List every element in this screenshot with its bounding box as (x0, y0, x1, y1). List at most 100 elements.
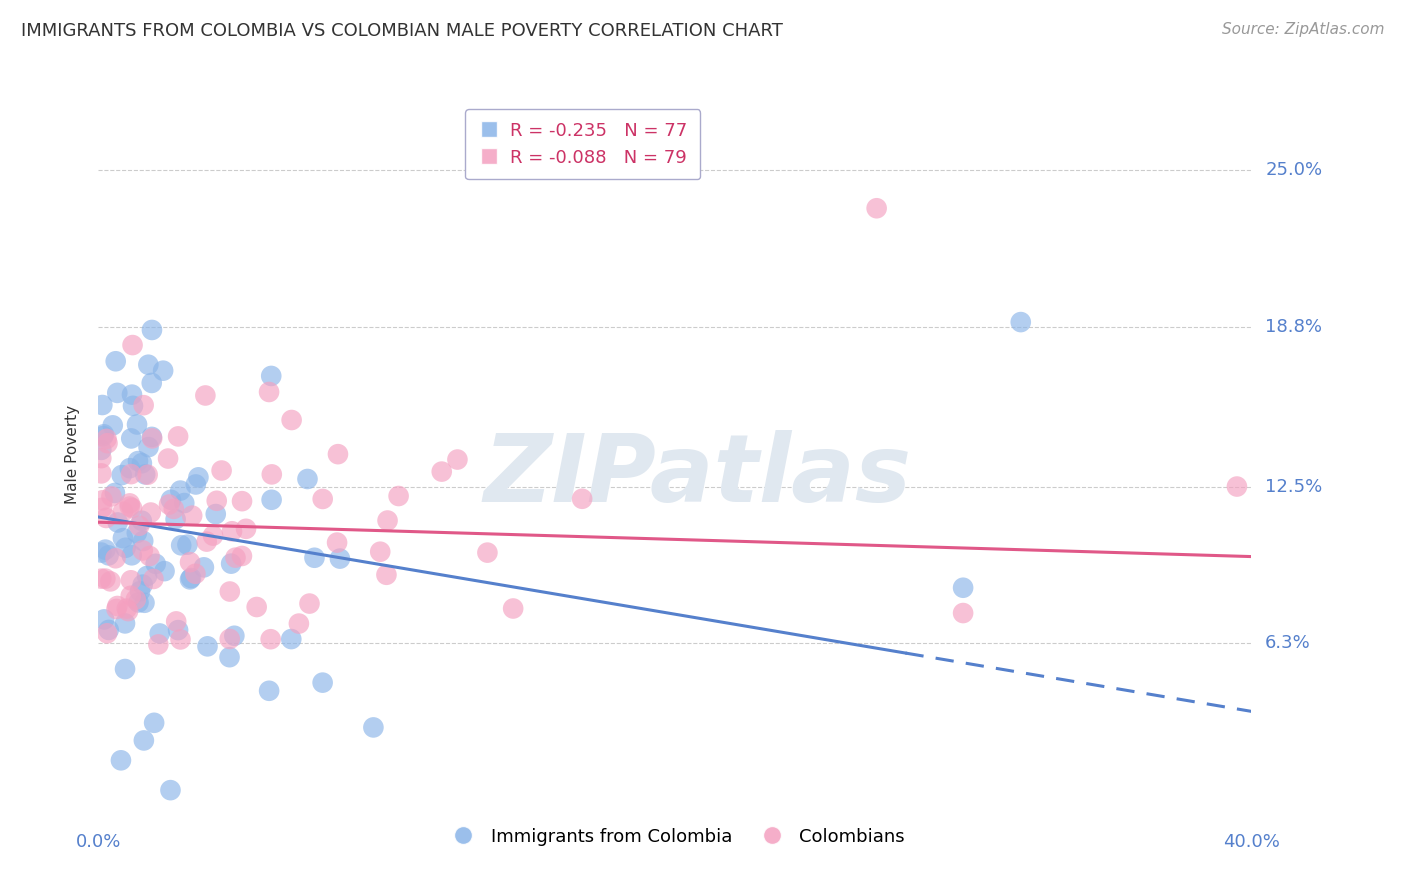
Point (122, 399, 145, 413)
Point (235, 522, 257, 536)
Point (121, 338, 143, 352)
Point (97, 623, 120, 637)
Point (114, 541, 136, 555)
Point (165, 615, 187, 629)
Point (120, 589, 142, 603)
Point (90, 451, 112, 466)
Point (107, 516, 129, 530)
Point (141, 431, 163, 445)
Point (100, 574, 122, 589)
Point (167, 429, 190, 443)
Point (138, 358, 160, 372)
Point (502, 601, 524, 615)
Point (90, 572, 112, 586)
Point (91, 500, 114, 515)
Point (121, 549, 143, 563)
Point (430, 465, 453, 479)
Point (141, 376, 163, 390)
Point (136, 467, 159, 482)
Point (100, 489, 122, 503)
Point (160, 492, 183, 507)
Point (288, 616, 311, 631)
Point (205, 493, 228, 508)
Point (167, 623, 190, 637)
Point (132, 534, 155, 549)
Point (125, 417, 148, 432)
Text: Source: ZipAtlas.com: Source: ZipAtlas.com (1222, 22, 1385, 37)
Point (138, 549, 160, 563)
Point (224, 550, 246, 565)
Point (110, 753, 132, 767)
Point (134, 596, 156, 610)
Point (97, 549, 120, 563)
Point (204, 507, 226, 521)
Point (246, 600, 269, 615)
Point (1226, 479, 1249, 493)
Point (221, 524, 243, 539)
Point (138, 440, 160, 454)
Point (257, 683, 280, 698)
Point (90, 442, 112, 457)
Point (1298, 636, 1320, 650)
Point (377, 514, 399, 528)
Point (118, 500, 141, 514)
Point (94, 572, 117, 586)
Point (159, 783, 181, 797)
Point (142, 572, 165, 586)
Point (181, 508, 204, 523)
Point (143, 715, 166, 730)
Point (170, 538, 193, 552)
Point (93, 612, 115, 626)
Point (111, 505, 134, 519)
Point (104, 551, 127, 566)
Point (132, 733, 155, 747)
Point (125, 525, 148, 540)
Point (111, 468, 134, 483)
Point (125, 592, 148, 607)
Point (104, 486, 127, 500)
Point (132, 543, 155, 558)
Point (197, 640, 219, 654)
Point (952, 581, 974, 595)
Point (280, 632, 302, 646)
Point (129, 584, 152, 599)
Point (326, 447, 349, 461)
Point (94, 542, 117, 557)
Text: 12.5%: 12.5% (1265, 477, 1323, 496)
Point (134, 467, 156, 482)
Y-axis label: Male Poverty: Male Poverty (65, 405, 80, 505)
Point (163, 501, 186, 516)
Point (195, 534, 218, 549)
Point (211, 463, 233, 477)
Point (260, 492, 283, 507)
Point (375, 567, 398, 582)
Point (231, 494, 253, 508)
Text: ZIPatlas: ZIPatlas (484, 430, 912, 522)
Point (111, 531, 134, 545)
Point (184, 566, 207, 581)
Point (114, 616, 136, 631)
Point (311, 675, 333, 690)
Point (218, 584, 240, 599)
Point (257, 384, 280, 399)
Point (298, 597, 321, 611)
Point (136, 569, 159, 583)
Point (224, 629, 246, 643)
Point (131, 456, 153, 470)
Point (131, 577, 153, 591)
Point (231, 549, 253, 563)
Point (165, 512, 187, 526)
Point (93, 427, 115, 442)
Point (96, 436, 118, 450)
Point (152, 364, 174, 378)
Point (219, 557, 242, 571)
Point (297, 472, 319, 486)
Text: 25.0%: 25.0% (1265, 161, 1323, 179)
Point (90, 545, 112, 559)
Point (105, 602, 128, 616)
Point (120, 467, 142, 482)
Point (127, 595, 149, 609)
Point (149, 626, 172, 640)
Point (157, 498, 180, 512)
Point (304, 550, 326, 565)
